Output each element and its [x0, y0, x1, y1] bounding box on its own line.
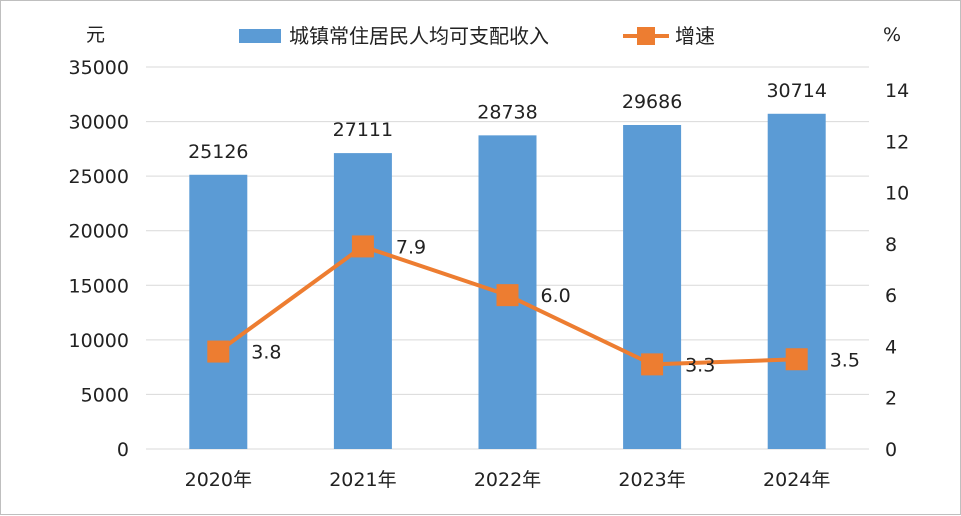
left-tick-label: 5000: [81, 384, 129, 406]
right-tick-label: 10: [885, 183, 909, 205]
line-marker: [351, 235, 374, 258]
legend: 城镇常住居民人均可支配收入 增速: [239, 24, 715, 48]
line-marker: [641, 353, 664, 376]
line-series: [207, 235, 808, 376]
bar-data-label: 28738: [477, 101, 537, 123]
line-data-label: 3.8: [251, 342, 281, 364]
line-marker: [207, 340, 230, 363]
x-tick-label: 2024年: [763, 469, 830, 491]
left-axis-unit: 元: [86, 24, 105, 46]
right-axis-unit: %: [883, 24, 901, 46]
bar: [333, 153, 392, 450]
right-tick-label: 8: [885, 234, 897, 256]
line-marker: [496, 284, 519, 307]
bar-data-label: 29686: [622, 91, 682, 113]
x-tick-label: 2023年: [618, 469, 685, 491]
bar-data-labels: 25126 27111 28738 29686 30714: [188, 80, 827, 163]
right-tick-label: 14: [885, 80, 909, 102]
x-tick-label: 2022年: [474, 469, 541, 491]
x-tick-label: 2021年: [329, 469, 396, 491]
right-tick-label: 12: [885, 131, 909, 153]
left-axis-ticks: 35000 30000 25000 20000 15000 10000 5000 0: [69, 57, 129, 461]
legend-swatch-bar: [239, 29, 281, 43]
right-tick-label: 6: [885, 285, 897, 307]
bar: [189, 174, 248, 450]
bar-series: [189, 113, 826, 450]
right-tick-label: 0: [885, 439, 897, 461]
left-tick-label: 25000: [69, 166, 129, 188]
legend-label-growth: 增速: [675, 24, 715, 48]
line-data-label: 7.9: [396, 236, 426, 258]
legend-swatch-marker: [637, 27, 655, 45]
left-tick-label: 35000: [69, 57, 129, 79]
line-data-labels: 3.8 7.9 6.0 3.3 3.5: [251, 236, 860, 376]
bar: [767, 113, 826, 449]
legend-label-income: 城镇常住居民人均可支配收入: [289, 24, 549, 48]
line-data-label: 6.0: [541, 285, 571, 307]
bar-data-label: 25126: [188, 141, 248, 163]
bar-data-label: 27111: [333, 119, 393, 141]
line-marker: [785, 348, 808, 371]
left-tick-label: 30000: [69, 112, 129, 134]
right-axis-ticks: 14 12 10 8 6 4 2 0: [885, 80, 909, 461]
left-tick-label: 0: [117, 439, 129, 461]
x-axis-ticks: 2020年 2021年 2022年 2023年 2024年: [185, 469, 831, 491]
bar: [623, 124, 682, 450]
bar-data-label: 30714: [766, 80, 826, 102]
left-tick-label: 20000: [69, 221, 129, 243]
x-tick-label: 2020年: [185, 469, 252, 491]
left-tick-label: 10000: [69, 330, 129, 352]
left-tick-label: 15000: [69, 275, 129, 297]
right-tick-label: 2: [885, 388, 897, 410]
right-tick-label: 4: [885, 336, 897, 358]
line-data-label: 3.3: [685, 354, 715, 376]
line-data-label: 3.5: [830, 349, 860, 371]
